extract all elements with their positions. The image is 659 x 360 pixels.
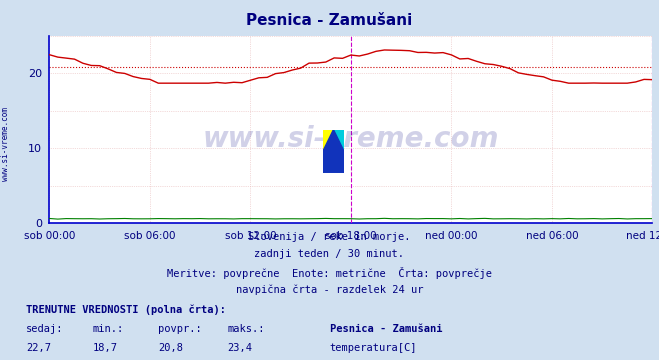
Text: TRENUTNE VREDNOSTI (polna črta):: TRENUTNE VREDNOSTI (polna črta): [26, 304, 226, 315]
Text: sedaj:: sedaj: [26, 324, 64, 334]
Text: Pesnica - Zamušani: Pesnica - Zamušani [330, 324, 442, 334]
Text: 20,8: 20,8 [158, 343, 183, 353]
Text: zadnji teden / 30 minut.: zadnji teden / 30 minut. [254, 249, 405, 260]
Text: povpr.:: povpr.: [158, 324, 202, 334]
Text: 18,7: 18,7 [92, 343, 117, 353]
Text: temperatura[C]: temperatura[C] [330, 343, 417, 353]
Text: www.si-vreme.com: www.si-vreme.com [1, 107, 10, 181]
Text: Slovenija / reke in morje.: Slovenija / reke in morje. [248, 232, 411, 242]
Polygon shape [323, 130, 333, 151]
Text: maks.:: maks.: [227, 324, 265, 334]
Text: www.si-vreme.com: www.si-vreme.com [203, 125, 499, 153]
Text: Pesnica - Zamušani: Pesnica - Zamušani [246, 13, 413, 28]
Text: navpična črta - razdelek 24 ur: navpična črta - razdelek 24 ur [236, 284, 423, 294]
Text: Meritve: povprečne  Enote: metrične  Črta: povprečje: Meritve: povprečne Enote: metrične Črta:… [167, 267, 492, 279]
Text: 23,4: 23,4 [227, 343, 252, 353]
Text: min.:: min.: [92, 324, 123, 334]
Polygon shape [323, 130, 344, 173]
Polygon shape [333, 130, 344, 151]
Text: 22,7: 22,7 [26, 343, 51, 353]
